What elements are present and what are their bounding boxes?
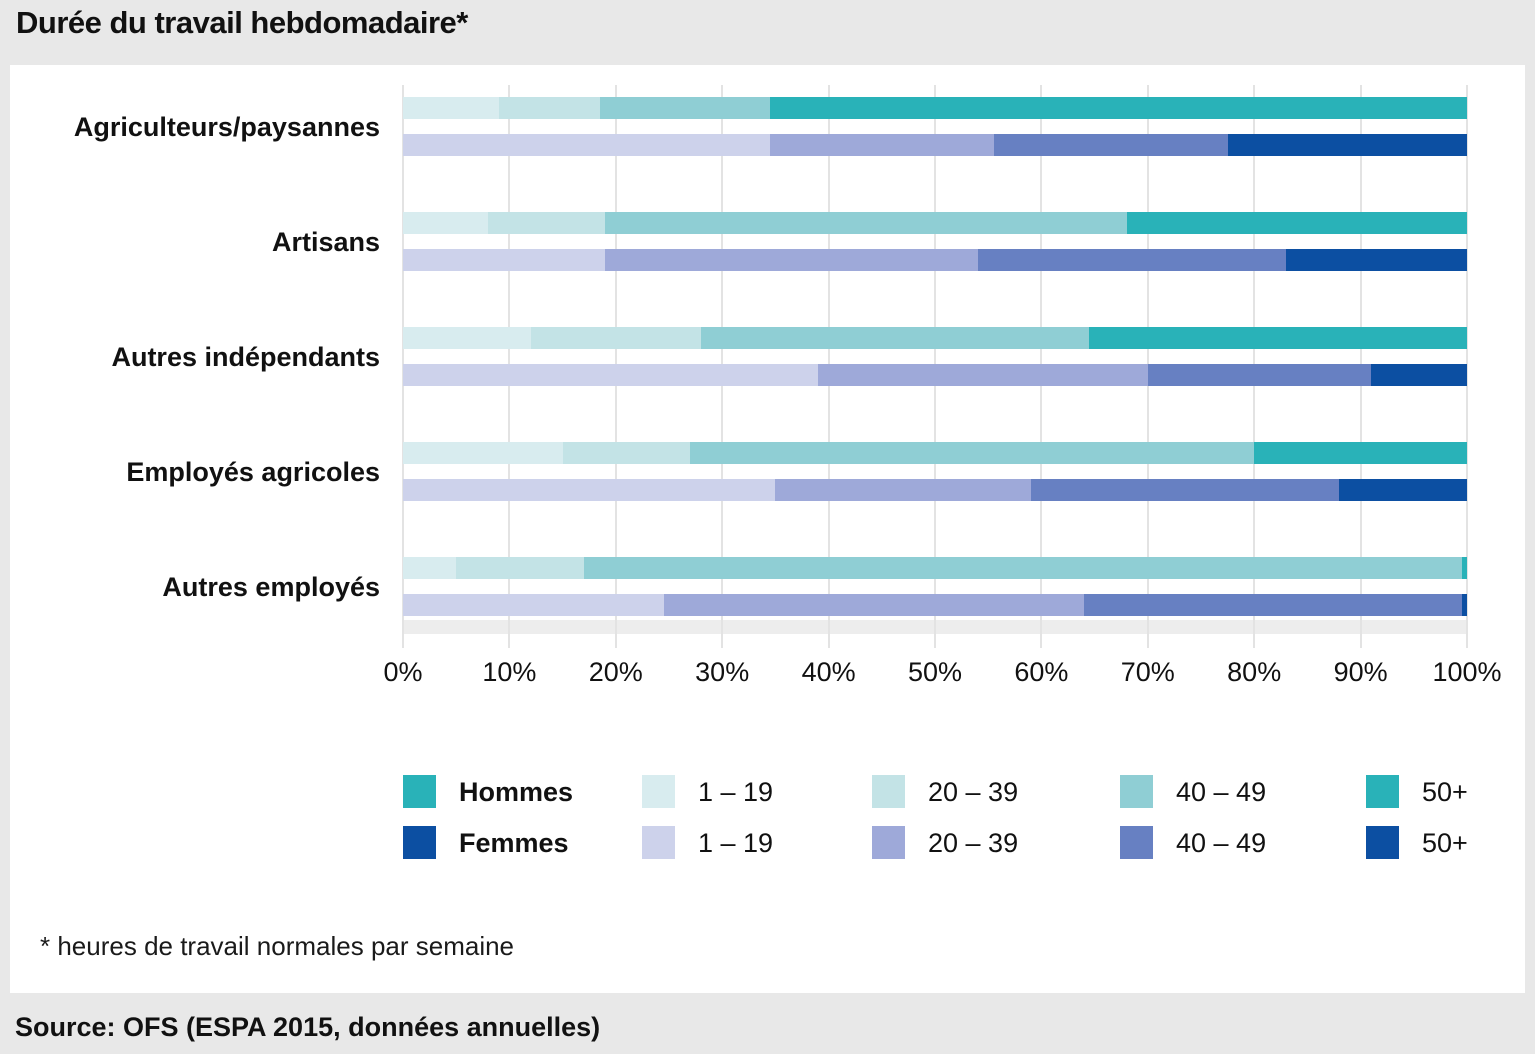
bar-segment (690, 442, 1255, 464)
bar-segment (403, 442, 563, 464)
x-tick-label: 60% (1014, 657, 1069, 687)
bar-segment (583, 557, 1462, 579)
bar-segment (663, 594, 1084, 616)
bar-row-femmes (403, 364, 1467, 386)
bar-segment (498, 97, 600, 119)
bar-segment (977, 249, 1287, 271)
bar-segment (770, 134, 994, 156)
bar-segment (1286, 249, 1467, 271)
bar-row-femmes (403, 134, 1467, 156)
bar-segment (993, 134, 1228, 156)
bar-segment (403, 479, 776, 501)
legend-swatch (1366, 775, 1399, 808)
bar-segment (1030, 479, 1340, 501)
bar-segment (403, 249, 606, 271)
legend-swatch (1120, 775, 1153, 808)
x-tick-label: 20% (588, 657, 643, 687)
bar-segment (605, 212, 1127, 234)
bar-row-hommes (403, 557, 1467, 579)
bar-row-femmes (403, 479, 1467, 501)
legend-label: 50+ (1422, 828, 1468, 858)
legend-swatch (403, 826, 436, 859)
bar-row-femmes (403, 594, 1467, 616)
legend-swatch (642, 775, 675, 808)
x-tick-label: 0% (383, 657, 423, 687)
legend-label: 1 – 19 (698, 777, 774, 807)
x-tick-label: 40% (801, 657, 856, 687)
bar-segment (403, 97, 499, 119)
bar-segment (1126, 212, 1467, 234)
category-label: Artisans (271, 227, 380, 257)
bar-segment (403, 212, 489, 234)
bar-row-hommes (403, 212, 1467, 234)
bar-segment (403, 134, 771, 156)
legend-label: Hommes (459, 777, 574, 807)
x-tick-label: 70% (1120, 657, 1175, 687)
bar-segment (1254, 442, 1467, 464)
legend-swatch (403, 775, 436, 808)
legend-swatch (872, 775, 905, 808)
legend-swatch (1366, 826, 1399, 859)
bar-row-hommes (403, 327, 1467, 349)
bar-segment (817, 364, 1148, 386)
bar-segment (1339, 479, 1467, 501)
legend-label: 40 – 49 (1176, 828, 1267, 858)
legend-label: 20 – 39 (928, 777, 1019, 807)
plot-area (402, 85, 1468, 648)
bar-segment (403, 594, 664, 616)
category-label: Autres indépendants (111, 342, 380, 372)
x-tick-label: 80% (1227, 657, 1282, 687)
category-label: Employés agricoles (126, 457, 380, 487)
source-line: Source: OFS (ESPA 2015, données annuelle… (15, 1012, 601, 1042)
footnote: * heures de travail normales par semaine (40, 931, 515, 961)
chart-panel: Hommes 1 – 19 20 – 39 40 – 49 50+ Femmes 1 – 1… (10, 65, 1525, 993)
x-tick-label: 10% (482, 657, 537, 687)
bar-segment (1227, 134, 1467, 156)
legend-label: Femmes (459, 828, 569, 858)
legend-swatch (1120, 826, 1153, 859)
chart-title: Durée du travail hebdomadaire* (16, 5, 468, 40)
bar-segment (562, 442, 691, 464)
bar-segment (403, 557, 457, 579)
x-tick-label: 50% (907, 657, 963, 687)
legend-swatch (872, 826, 905, 859)
legend-swatch (642, 826, 675, 859)
bar-segment (530, 327, 701, 349)
bar-segment (700, 327, 1090, 349)
x-tick-label: 90% (1333, 657, 1388, 687)
bar-segment (775, 479, 1031, 501)
bar-segment (456, 557, 584, 579)
bar-row-hommes (403, 97, 1467, 119)
category-label: Agriculteurs/paysannes (73, 112, 380, 142)
bar-segment (770, 97, 1467, 119)
x-tick-label: 30% (695, 657, 750, 687)
bar-segment (1083, 594, 1462, 616)
bar-segment (1461, 557, 1467, 579)
bar-row-femmes (403, 249, 1467, 271)
legend-label: 40 – 49 (1176, 777, 1267, 807)
gridline (1466, 85, 1468, 648)
bar-segment (403, 327, 531, 349)
x-tick-label: 100% (1432, 657, 1502, 687)
category-label: Autres employés (162, 572, 380, 602)
legend-label: 1 – 19 (698, 828, 774, 858)
bar-segment (1371, 364, 1467, 386)
legend: Hommes 1 – 19 20 – 39 40 – 49 50+ Femmes 1 – 1… (10, 775, 1525, 915)
bar-segment (403, 364, 818, 386)
legend-label: 20 – 39 (928, 828, 1019, 858)
bar-segment (1147, 364, 1372, 386)
legend-label: 50+ (1422, 777, 1468, 807)
bar-segment (1089, 327, 1467, 349)
bar-segment (605, 249, 978, 271)
bar-row-hommes (403, 442, 1467, 464)
bar-segment (488, 212, 606, 234)
bar-segment (599, 97, 771, 119)
bar-segment (1461, 594, 1467, 616)
